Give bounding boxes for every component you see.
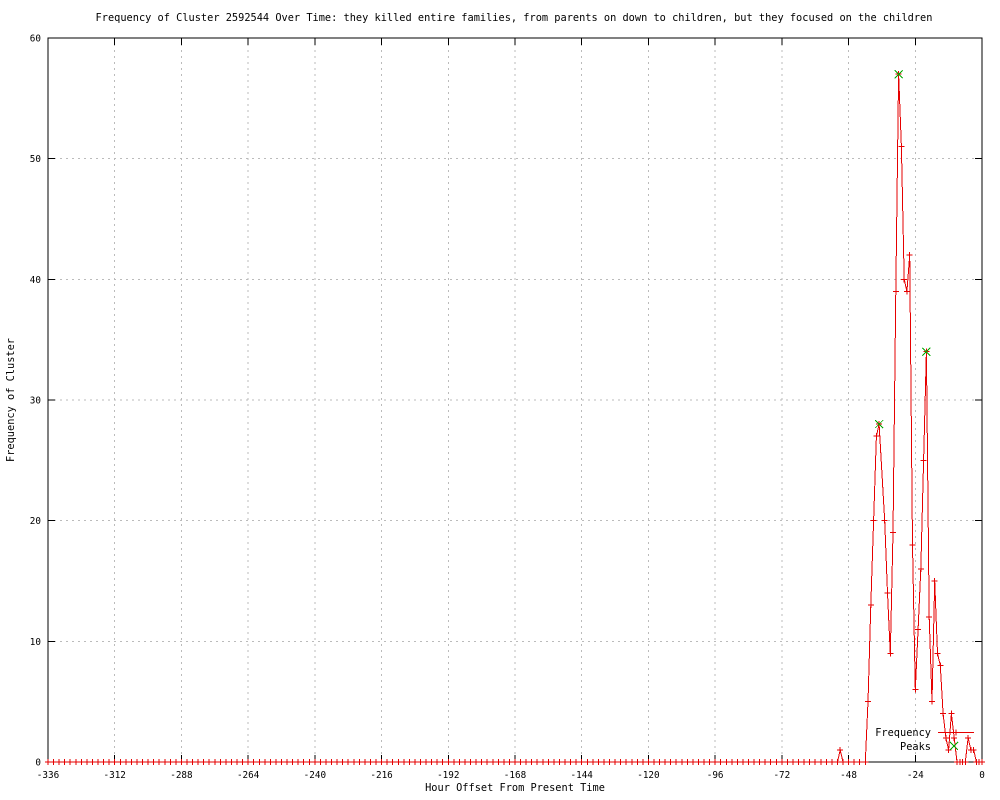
y-tick-label: 60	[30, 34, 41, 45]
x-axis-label: Hour Offset From Present Time	[425, 782, 605, 794]
x-tick-label: -168	[504, 770, 526, 781]
x-tick-label: -192	[437, 770, 459, 781]
x-tick-label: 0	[979, 770, 985, 781]
tick-labels: -336 -312 -288 -264 -240 -216 -192 -168 -144 -120…	[30, 34, 985, 782]
y-axis-label: Frequency of Cluster	[5, 338, 17, 462]
y-tick-label: 50	[30, 154, 41, 165]
x-tick-label: -72	[773, 770, 790, 781]
x-tick-label: -264	[237, 770, 260, 781]
x-tick-label: -144	[571, 770, 594, 781]
x-tick-label: -48	[840, 770, 857, 781]
y-tick-label: 0	[35, 758, 41, 769]
x-tick-label: -24	[907, 770, 924, 781]
legend-sample-frequency-point	[953, 729, 959, 736]
x-tick-label: -120	[637, 770, 659, 781]
y-tick-label: 10	[30, 637, 41, 648]
x-tick-label: -336	[37, 770, 59, 781]
x-tick-label: -288	[170, 770, 192, 781]
plus-markers	[45, 71, 985, 765]
legend-sample-peaks-cross	[949, 741, 959, 751]
series-peaks	[874, 69, 931, 429]
x-tick-label: -216	[370, 770, 392, 781]
legend-label-peaks: Peaks	[900, 741, 931, 753]
y-tick-label: 30	[30, 396, 41, 407]
legend-label-frequency: Frequency	[875, 727, 931, 739]
x-tick-label: -312	[104, 770, 126, 781]
x-tick-label: -240	[304, 770, 326, 781]
cross-markers	[874, 69, 931, 429]
chart-title: Frequency of Cluster 2592544 Over Time: …	[96, 12, 933, 24]
gridlines	[47, 37, 983, 763]
y-tick-label: 20	[30, 516, 41, 527]
y-tick-label: 40	[30, 275, 41, 286]
series-frequency	[45, 71, 985, 765]
legend-samples	[938, 729, 974, 751]
data-series	[45, 69, 985, 765]
x-tick-label: -96	[707, 770, 724, 781]
